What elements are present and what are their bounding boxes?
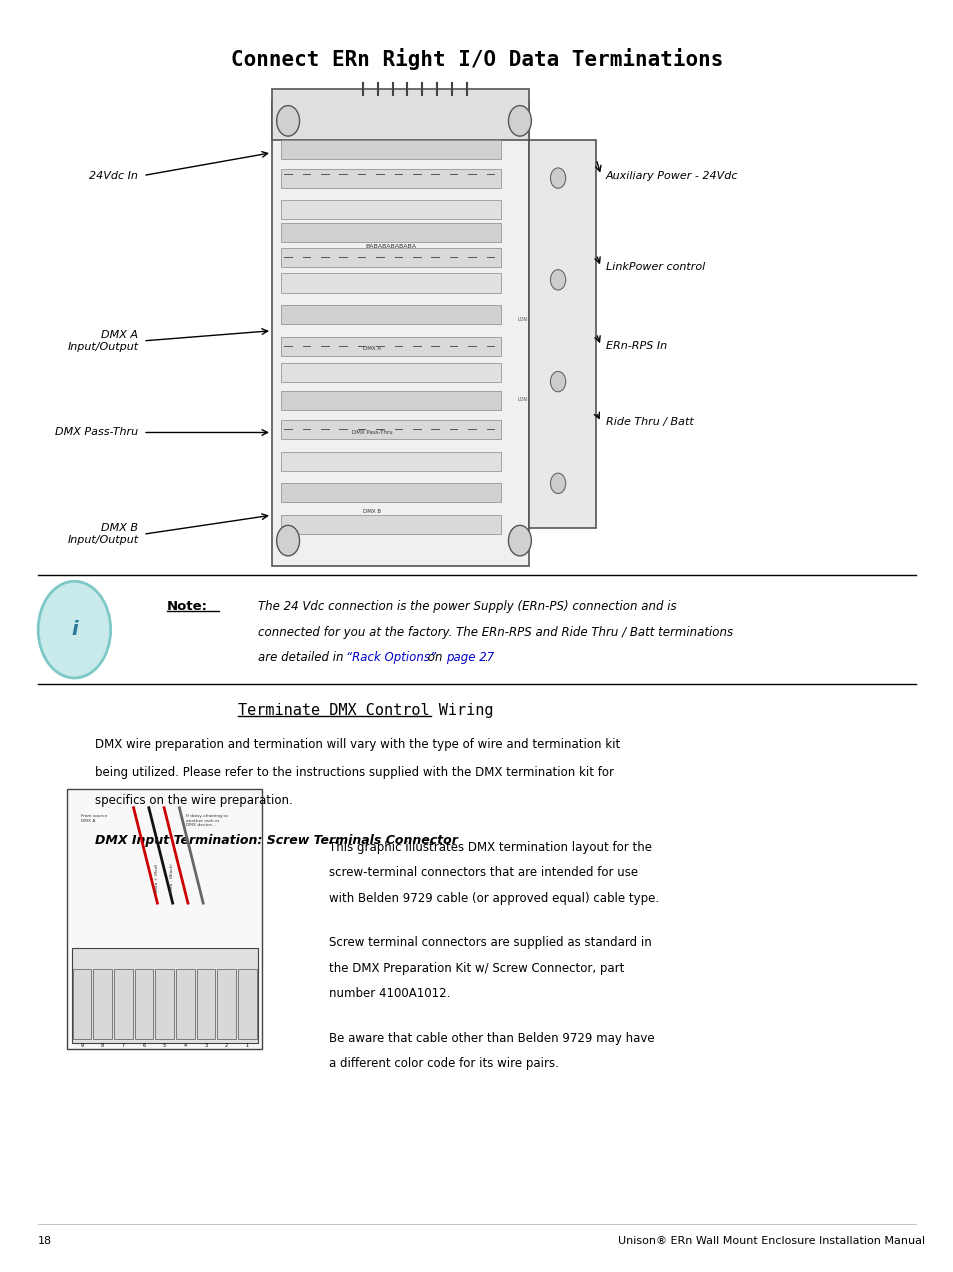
- Text: DMX Pass-Thru: DMX Pass-Thru: [55, 427, 138, 438]
- Text: Note:: Note:: [167, 600, 208, 613]
- Text: ERn-RPS In: ERn-RPS In: [605, 341, 666, 351]
- FancyBboxPatch shape: [281, 515, 500, 534]
- Text: page 27: page 27: [445, 651, 494, 664]
- FancyBboxPatch shape: [529, 140, 596, 528]
- Circle shape: [508, 106, 531, 136]
- Text: 5: 5: [163, 1043, 166, 1048]
- Text: a different color code for its wire pairs.: a different color code for its wire pair…: [329, 1057, 558, 1070]
- FancyBboxPatch shape: [281, 248, 500, 267]
- Text: The 24 Vdc connection is the power Supply (ERn-PS) connection and is: The 24 Vdc connection is the power Suppl…: [257, 600, 676, 613]
- Text: 8: 8: [101, 1043, 104, 1048]
- FancyBboxPatch shape: [281, 273, 500, 293]
- Circle shape: [276, 525, 299, 556]
- Text: Connect ERn Right I/O Data Terminations: Connect ERn Right I/O Data Terminations: [231, 48, 722, 70]
- Text: Screw terminal connectors are supplied as standard in: Screw terminal connectors are supplied a…: [329, 936, 651, 949]
- Circle shape: [550, 168, 565, 188]
- FancyBboxPatch shape: [113, 969, 132, 1039]
- Text: DMX Pass-Thru: DMX Pass-Thru: [352, 430, 392, 435]
- Circle shape: [508, 525, 531, 556]
- Text: “Rack Options”: “Rack Options”: [346, 651, 436, 664]
- FancyBboxPatch shape: [281, 483, 500, 502]
- FancyBboxPatch shape: [281, 140, 500, 159]
- Text: This graphic illustrates DMX termination layout for the: This graphic illustrates DMX termination…: [329, 841, 652, 854]
- Text: the DMX Preparation Kit w/ Screw Connector, part: the DMX Preparation Kit w/ Screw Connect…: [329, 962, 624, 974]
- Text: 6: 6: [142, 1043, 145, 1048]
- Circle shape: [550, 270, 565, 290]
- Text: DMX Input Termination: Screw Terminals Connector: DMX Input Termination: Screw Terminals C…: [95, 834, 457, 847]
- Circle shape: [38, 581, 111, 678]
- Text: From source
DMX A: From source DMX A: [81, 814, 108, 823]
- Text: on: on: [423, 651, 445, 664]
- FancyBboxPatch shape: [281, 223, 500, 242]
- Text: Ride Thru / Batt: Ride Thru / Batt: [605, 417, 693, 427]
- FancyBboxPatch shape: [237, 969, 256, 1039]
- Text: Terminate DMX Control Wiring: Terminate DMX Control Wiring: [238, 703, 494, 719]
- Text: 24Vdc In: 24Vdc In: [90, 170, 138, 181]
- FancyBboxPatch shape: [272, 89, 529, 140]
- FancyBboxPatch shape: [72, 969, 91, 1039]
- FancyBboxPatch shape: [217, 969, 235, 1039]
- Text: specifics on the wire preparation.: specifics on the wire preparation.: [95, 794, 293, 806]
- FancyBboxPatch shape: [134, 969, 153, 1039]
- Text: DMX B: DMX B: [363, 509, 380, 514]
- Circle shape: [550, 371, 565, 392]
- Text: 4: 4: [184, 1043, 187, 1048]
- FancyBboxPatch shape: [281, 391, 500, 410]
- Text: DMX A
Input/Output: DMX A Input/Output: [67, 331, 138, 351]
- Text: with Belden 9729 cable (or approved equal) cable type.: with Belden 9729 cable (or approved equa…: [329, 892, 659, 904]
- Text: Auxiliary Power - 24Vdc: Auxiliary Power - 24Vdc: [605, 170, 738, 181]
- FancyBboxPatch shape: [71, 948, 257, 1043]
- FancyBboxPatch shape: [281, 452, 500, 471]
- FancyBboxPatch shape: [93, 969, 112, 1039]
- FancyBboxPatch shape: [272, 102, 529, 566]
- FancyBboxPatch shape: [175, 969, 194, 1039]
- Text: number 4100A1012.: number 4100A1012.: [329, 987, 450, 1000]
- Text: DMX A: DMX A: [363, 346, 380, 351]
- FancyBboxPatch shape: [281, 420, 500, 439]
- Text: connected for you at the factory. The ERn-RPS and Ride Thru / Batt terminations: connected for you at the factory. The ER…: [257, 626, 732, 639]
- FancyBboxPatch shape: [196, 969, 215, 1039]
- Text: being utilized. Please refer to the instructions supplied with the DMX terminati: being utilized. Please refer to the inst…: [95, 766, 614, 778]
- Text: 7: 7: [122, 1043, 125, 1048]
- Text: LinkPower control: LinkPower control: [605, 262, 704, 272]
- Text: If daisy-chaining to
another rack or
DMX device...: If daisy-chaining to another rack or DMX…: [186, 814, 228, 827]
- Text: screw-terminal connectors that are intended for use: screw-terminal connectors that are inten…: [329, 866, 638, 879]
- FancyBboxPatch shape: [281, 200, 500, 219]
- Text: 2: 2: [225, 1043, 228, 1048]
- FancyBboxPatch shape: [155, 969, 173, 1039]
- Text: DMX wire preparation and termination will vary with the type of wire and termina: DMX wire preparation and termination wil…: [95, 738, 620, 750]
- Text: LON: LON: [517, 317, 527, 322]
- FancyBboxPatch shape: [281, 305, 500, 324]
- Circle shape: [550, 473, 565, 494]
- FancyBboxPatch shape: [281, 169, 500, 188]
- Text: BABABABABABA: BABABABABABA: [365, 244, 416, 249]
- Text: 18: 18: [38, 1236, 52, 1247]
- Text: Data + (Red): Data + (Red): [154, 864, 158, 892]
- Text: are detailed in: are detailed in: [257, 651, 347, 664]
- FancyBboxPatch shape: [281, 363, 500, 382]
- Text: .: .: [484, 651, 488, 664]
- Text: LON: LON: [517, 397, 527, 402]
- Text: Data - (Black): Data - (Black): [170, 862, 173, 893]
- Text: Be aware that cable other than Belden 9729 may have: Be aware that cable other than Belden 97…: [329, 1032, 654, 1044]
- FancyBboxPatch shape: [67, 789, 262, 1049]
- FancyBboxPatch shape: [281, 337, 500, 356]
- Text: DMX B
Input/Output: DMX B Input/Output: [67, 524, 138, 544]
- Circle shape: [276, 106, 299, 136]
- Text: 1: 1: [246, 1043, 249, 1048]
- Text: Unison® ERn Wall Mount Enclosure Installation Manual: Unison® ERn Wall Mount Enclosure Install…: [618, 1236, 924, 1247]
- Text: 9: 9: [80, 1043, 83, 1048]
- Text: i: i: [71, 621, 77, 639]
- Text: 3: 3: [204, 1043, 207, 1048]
